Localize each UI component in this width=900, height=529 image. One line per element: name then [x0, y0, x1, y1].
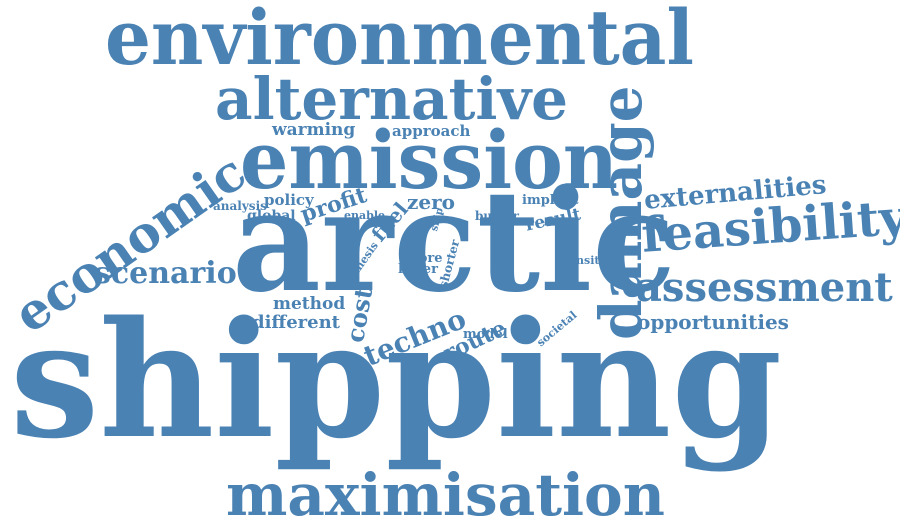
word-transit: transit: [558, 254, 600, 267]
word-analysis: analysis: [213, 199, 267, 213]
word-arctic: arctic: [232, 160, 676, 324]
word-bulker: bulker: [475, 209, 519, 223]
word-implicit: implicit: [522, 193, 579, 208]
word-assessment: assessment: [636, 264, 893, 311]
word-emission: emission: [240, 113, 619, 207]
word-approach: approach: [392, 122, 471, 140]
word-warming: warming: [272, 120, 356, 140]
word-method: method: [273, 294, 346, 314]
word-more: more: [405, 251, 443, 266]
word-scenario: scenario: [94, 256, 237, 291]
word-zero: zero: [407, 190, 455, 214]
word-model: model: [463, 327, 508, 342]
word-enable: enable: [344, 209, 385, 222]
word-lower: lower: [398, 262, 438, 277]
word-opportunities: opportunities: [637, 310, 789, 334]
word-global: global: [247, 208, 296, 224]
word-policy: policy: [264, 191, 314, 209]
word-shipping: shipping: [10, 286, 783, 474]
word-alternative: alternative: [215, 65, 569, 133]
word-maximisation: maximisation: [226, 461, 665, 529]
word-environmental: environmental: [105, 0, 694, 82]
word-different: different: [252, 312, 340, 333]
